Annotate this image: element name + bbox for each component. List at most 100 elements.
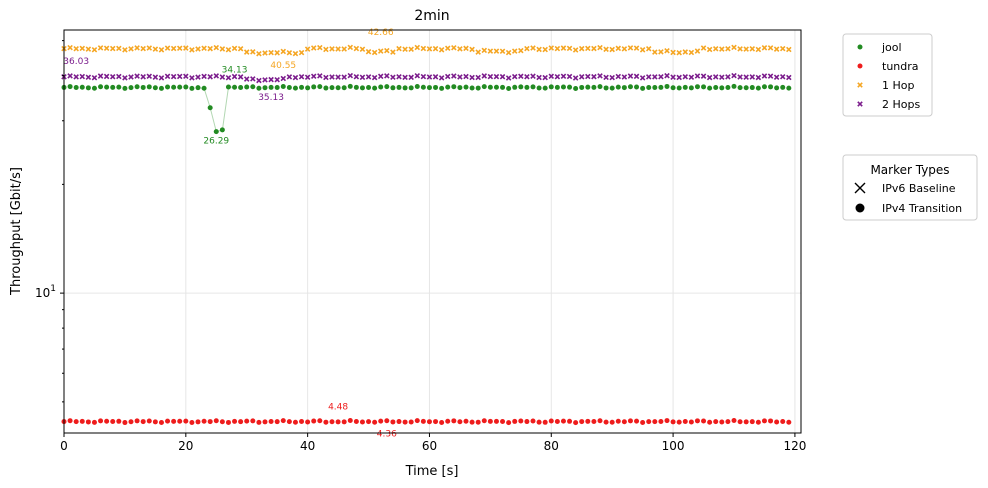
jool-point <box>609 85 615 91</box>
tundra-point <box>463 418 469 424</box>
tundra-point <box>98 418 104 424</box>
tundra-point <box>524 419 530 425</box>
jool-point <box>299 84 305 90</box>
tundra-point <box>384 418 390 424</box>
2-hops-point <box>719 74 725 81</box>
series-legend-frame <box>842 33 933 117</box>
tundra-point <box>414 418 420 424</box>
jool-point <box>530 84 536 90</box>
1-hop-point <box>633 45 640 51</box>
tundra-point <box>530 418 536 424</box>
2-hops-point <box>85 74 92 81</box>
1-hop-point <box>164 45 171 51</box>
tundra-point <box>701 418 707 424</box>
x-tick-label: 40 <box>300 439 315 453</box>
tundra-point <box>232 418 238 424</box>
2-hops-point <box>493 73 500 80</box>
1-hop-point <box>359 46 366 52</box>
1-hop-point <box>597 44 603 51</box>
2-hops-point <box>268 76 274 83</box>
1-hop-point <box>317 44 323 51</box>
1-hop-point <box>603 46 609 53</box>
1-hop-point <box>755 46 762 53</box>
1-hop-point <box>262 50 268 56</box>
2-hops-point <box>548 73 555 79</box>
1-hop-point <box>408 46 414 53</box>
1-hop-point <box>786 46 792 53</box>
1-hop-point <box>231 45 238 52</box>
jool-point <box>110 84 116 90</box>
1-hop-point <box>432 45 439 52</box>
legend-swatch-jool <box>857 44 863 50</box>
jool-point <box>85 85 91 91</box>
tundra-point <box>731 418 737 424</box>
tundra-point <box>725 419 731 425</box>
2-hops-point <box>572 75 579 81</box>
jool-point <box>329 85 335 91</box>
2-hops-point <box>591 73 597 80</box>
jool-point <box>219 127 225 133</box>
jool-point <box>524 84 530 90</box>
2-hops-point <box>176 73 183 80</box>
tundra-point <box>67 418 73 424</box>
tundra-point <box>219 419 225 425</box>
tundra-point <box>183 418 189 424</box>
2-hops-point <box>146 73 153 79</box>
1-hop-point <box>475 49 481 55</box>
1-hop-point <box>365 48 372 55</box>
1-hop-point <box>457 46 463 52</box>
annotation-label: 4.36 <box>377 429 397 439</box>
annotation-label: 26.29 <box>203 137 229 147</box>
1-hop-point <box>384 47 390 54</box>
1-hop-point <box>280 48 287 55</box>
2-hops-point <box>219 74 226 80</box>
y-tick-label: 101 <box>35 284 56 300</box>
jool-point <box>128 85 134 91</box>
tundra-point <box>195 419 201 425</box>
jool-point <box>493 84 499 90</box>
tundra-point <box>597 418 603 424</box>
connector-lines <box>197 86 235 133</box>
tundra-point <box>286 419 292 425</box>
tundra-point <box>79 418 85 424</box>
1-hop-point <box>578 45 585 52</box>
tundra-point <box>719 419 725 425</box>
tundra-point <box>238 419 244 425</box>
1-hop-point <box>773 46 780 52</box>
chart-title: 2min <box>414 8 449 24</box>
tundra-point <box>280 418 286 424</box>
1-hop-point <box>652 49 658 55</box>
tundra-point <box>713 419 719 425</box>
2-hops-point <box>694 73 701 79</box>
tundra-point <box>165 418 171 424</box>
tundra-point <box>627 418 633 424</box>
jool-point <box>408 85 414 91</box>
2-hops-point <box>256 77 262 84</box>
jool-point <box>244 84 250 90</box>
tundra-point <box>493 418 499 424</box>
2-hops-point <box>304 74 311 81</box>
2-hops-point <box>432 74 439 80</box>
1-hop-point <box>615 45 622 52</box>
tundra-point <box>408 419 414 425</box>
2-hops-point <box>73 74 79 80</box>
2-hops-point <box>755 74 762 81</box>
tundra-point <box>634 418 640 424</box>
2-hops-point <box>767 73 774 79</box>
jool-point <box>506 85 512 91</box>
jool-point <box>402 85 408 91</box>
jool-point <box>774 85 780 91</box>
2-hops-point <box>384 73 390 79</box>
1-hop-point <box>469 46 475 53</box>
jool-point <box>737 85 743 91</box>
1-hop-point <box>390 49 396 55</box>
jool-point <box>286 85 292 91</box>
tundra-point <box>536 419 542 425</box>
marker-legend-label: IPv6 Baseline <box>882 182 956 195</box>
jool-point <box>749 85 755 91</box>
legend-label-jool: jool <box>881 41 902 54</box>
2-hops-point <box>323 74 329 81</box>
1-hop-point <box>91 46 98 53</box>
jool-point <box>560 84 566 90</box>
2-hops-point <box>195 74 201 80</box>
